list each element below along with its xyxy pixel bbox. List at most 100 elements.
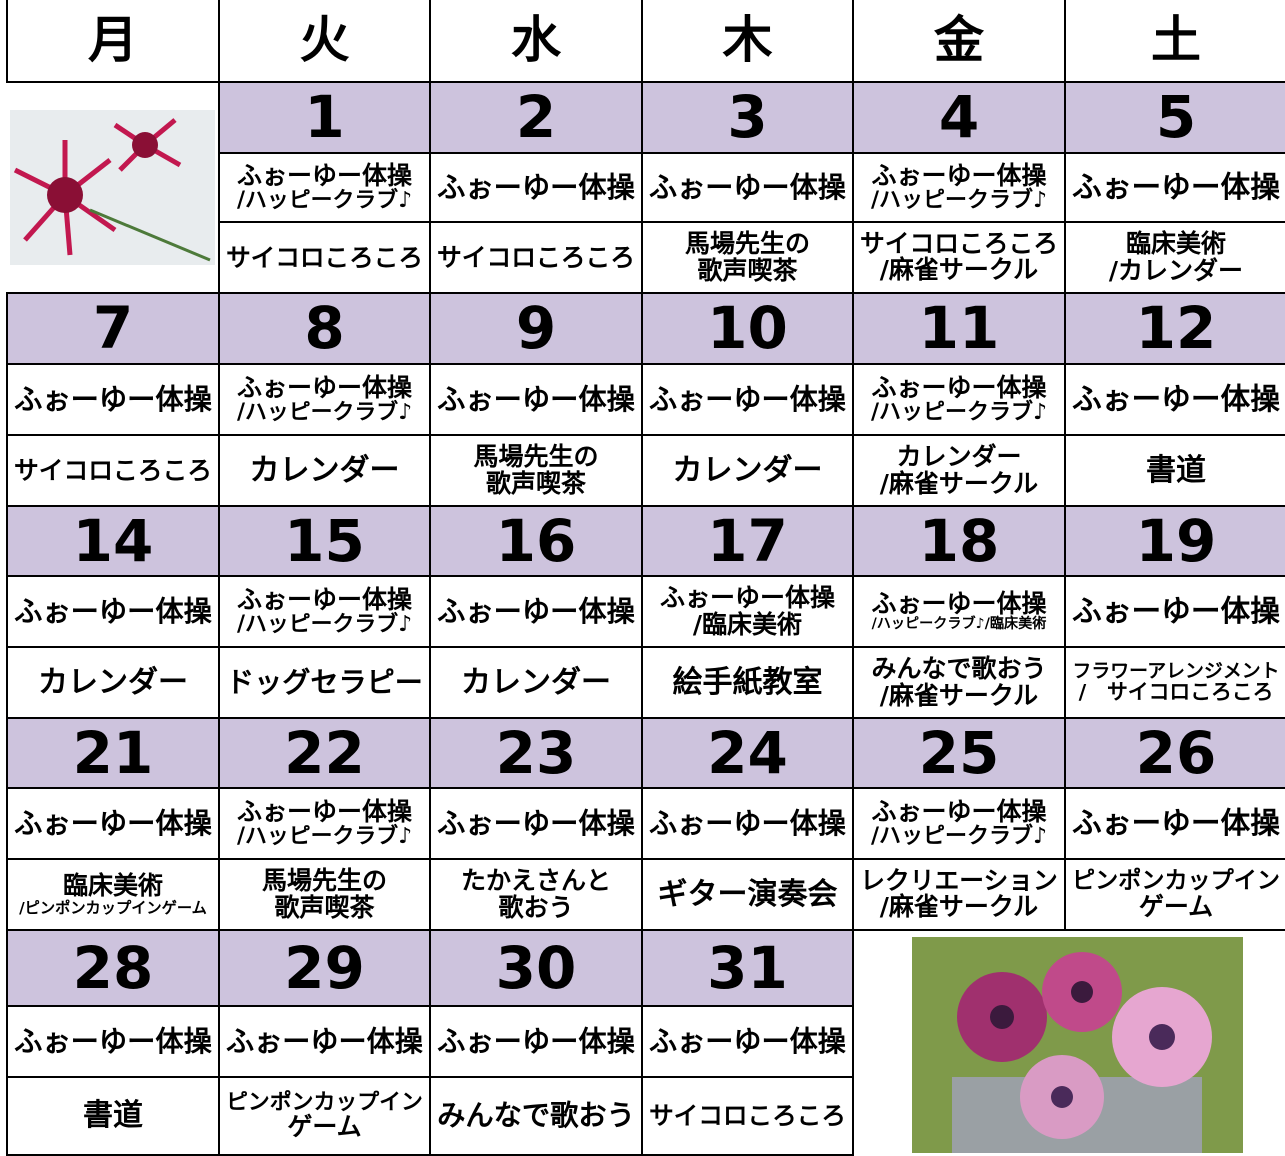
text-line: 歌声喫茶 [697,255,798,285]
text-line: ふぉーゆー体操 [649,382,846,416]
text-line: /ハッピークラブ♪/臨床美術 [871,616,1047,633]
text-line: ゲーム [1138,891,1214,921]
text-line: 18 [918,506,1000,575]
activity-cell: ピンポンカップイン ゲーム [218,1076,431,1156]
text-line: /麻雀サークル [879,680,1039,710]
activity-cell: ふぉーゆー体操/ハッピークラブ♪ [218,363,431,436]
text-line: ふぉーゆー体操 [871,588,1047,618]
text-line: ふぉーゆー体操 [236,796,412,826]
text-line: 9 [515,294,557,363]
date-cell: 7 [6,292,220,365]
text-line: ふぉーゆー体操 [437,170,635,204]
activity-cell: みんなで歌おう [429,1076,643,1156]
text-line: ふぉーゆー体操 [236,160,412,190]
date-cell: 1 [218,81,431,154]
text-line: 歌おう [498,892,574,922]
date-cell: 25 [852,717,1066,789]
date-cell: 16 [429,505,643,577]
text-line: ふぉーゆー体操 [14,382,212,416]
activity-cell: ふぉーゆー体操/ハッピークラブ♪ [852,363,1066,436]
date-cell: 22 [218,717,431,789]
weekday-header: 月 [6,0,220,83]
text-line: 23 [495,718,577,787]
activity-cell: ふぉーゆー体操/ハッピークラブ♪ [218,575,431,648]
text-line: /ハッピークラブ♪ [870,188,1048,214]
text-line: ドッグセラピー [226,665,423,699]
activity-cell: ふぉーゆー体操 [6,363,220,436]
text-line: 火 [299,9,350,69]
activity-cell: ふぉーゆー体操 [429,1005,643,1078]
text-line: ふぉーゆー体操 [437,806,635,840]
text-line: ふぉーゆー体操 [649,806,846,840]
text-line: ふぉーゆー体操 [236,372,412,402]
activity-cell: カレンダー [218,434,431,507]
text-line: カレンダー [896,442,1022,472]
text-line: 30 [495,933,577,1002]
text-line: 書道 [83,1098,143,1134]
date-cell: 4 [852,81,1066,154]
activity-cell: ドッグセラピー [218,646,431,719]
weekday-header: 火 [218,0,431,83]
activity-cell: ふぉーゆー体操 [6,1005,220,1078]
text-line: ゲーム [287,1112,362,1142]
activity-cell: ふぉーゆー体操 [1064,575,1285,648]
date-cell: 18 [852,505,1066,577]
text-line: 17 [707,506,788,575]
text-line: サイコロころころ [860,229,1058,259]
activity-cell: ふぉーゆー体操 [1064,152,1285,223]
activity-cell: ピンポンカップイン ゲーム [1064,858,1285,931]
text-line: 8 [304,294,345,363]
text-line: 14 [72,506,154,575]
date-cell: 28 [6,929,220,1007]
activity-cell: ふぉーゆー体操 [218,1005,431,1078]
activity-cell: ふぉーゆー体操 [1064,787,1285,860]
activity-cell: レクリエーション/麻雀サークル [852,858,1066,931]
text-line: 歌声喫茶 [485,468,586,498]
text-line: 19 [1135,506,1217,575]
date-cell: 2 [429,81,643,154]
text-line: 臨床美術 [62,871,163,901]
date-cell: 5 [1064,81,1285,154]
activity-cell: カレンダー [6,646,220,719]
text-line: ふぉーゆー体操 [14,806,212,840]
text-line: ふぉーゆー体操 [871,796,1047,826]
text-line: / サイコロころころ [1078,679,1274,704]
activity-cell: ふぉーゆー体操/ハッピークラブ♪ [852,787,1066,860]
activity-cell: サイコロころころ [218,221,431,294]
date-cell: 23 [429,717,643,789]
activity-cell: 臨床美術/カレンダー [1064,221,1285,294]
activity-cell: サイコロころころ [6,434,220,507]
date-cell: 26 [1064,717,1285,789]
date-cell: 17 [641,505,854,577]
text-line: カレンダー [461,664,611,700]
text-line: 25 [918,718,1000,787]
text-line: 馬場先生の [473,442,599,472]
text-line: 31 [707,933,788,1002]
weekday-header: 水 [429,0,643,83]
text-line: ふぉーゆー体操 [659,583,835,613]
activity-cell: ふぉーゆー体操 [429,363,643,436]
date-cell: 31 [641,929,854,1007]
text-line: みんなで歌おう [871,654,1047,684]
text-line: /ハッピークラブ♪ [236,824,413,850]
activity-cell: カレンダー [641,434,854,507]
activity-cell: 絵手紙教室 [641,646,854,719]
text-line: 5 [1155,83,1197,152]
text-line: 12 [1135,294,1217,363]
text-line: ふぉーゆー体操 [871,372,1047,402]
activity-cell: ふぉーゆー体操 [6,787,220,860]
text-line: 1 [304,83,345,152]
flower-pot-photo [912,937,1243,1153]
text-line: ふぉーゆー体操 [1072,381,1280,417]
text-line: みんなで歌おう [437,1099,635,1133]
text-line: 臨床美術 [1125,229,1226,259]
text-line: カレンダー [38,664,188,700]
weekday-header: 土 [1064,0,1285,83]
text-line: カレンダー [672,452,823,488]
text-line: ふぉーゆー体操 [1072,805,1280,841]
activity-cell: ふぉーゆー体操 [429,575,643,648]
text-line: /ハッピークラブ♪ [870,824,1048,850]
text-line: /ハッピークラブ♪ [236,400,413,426]
date-cell: 29 [218,929,431,1007]
